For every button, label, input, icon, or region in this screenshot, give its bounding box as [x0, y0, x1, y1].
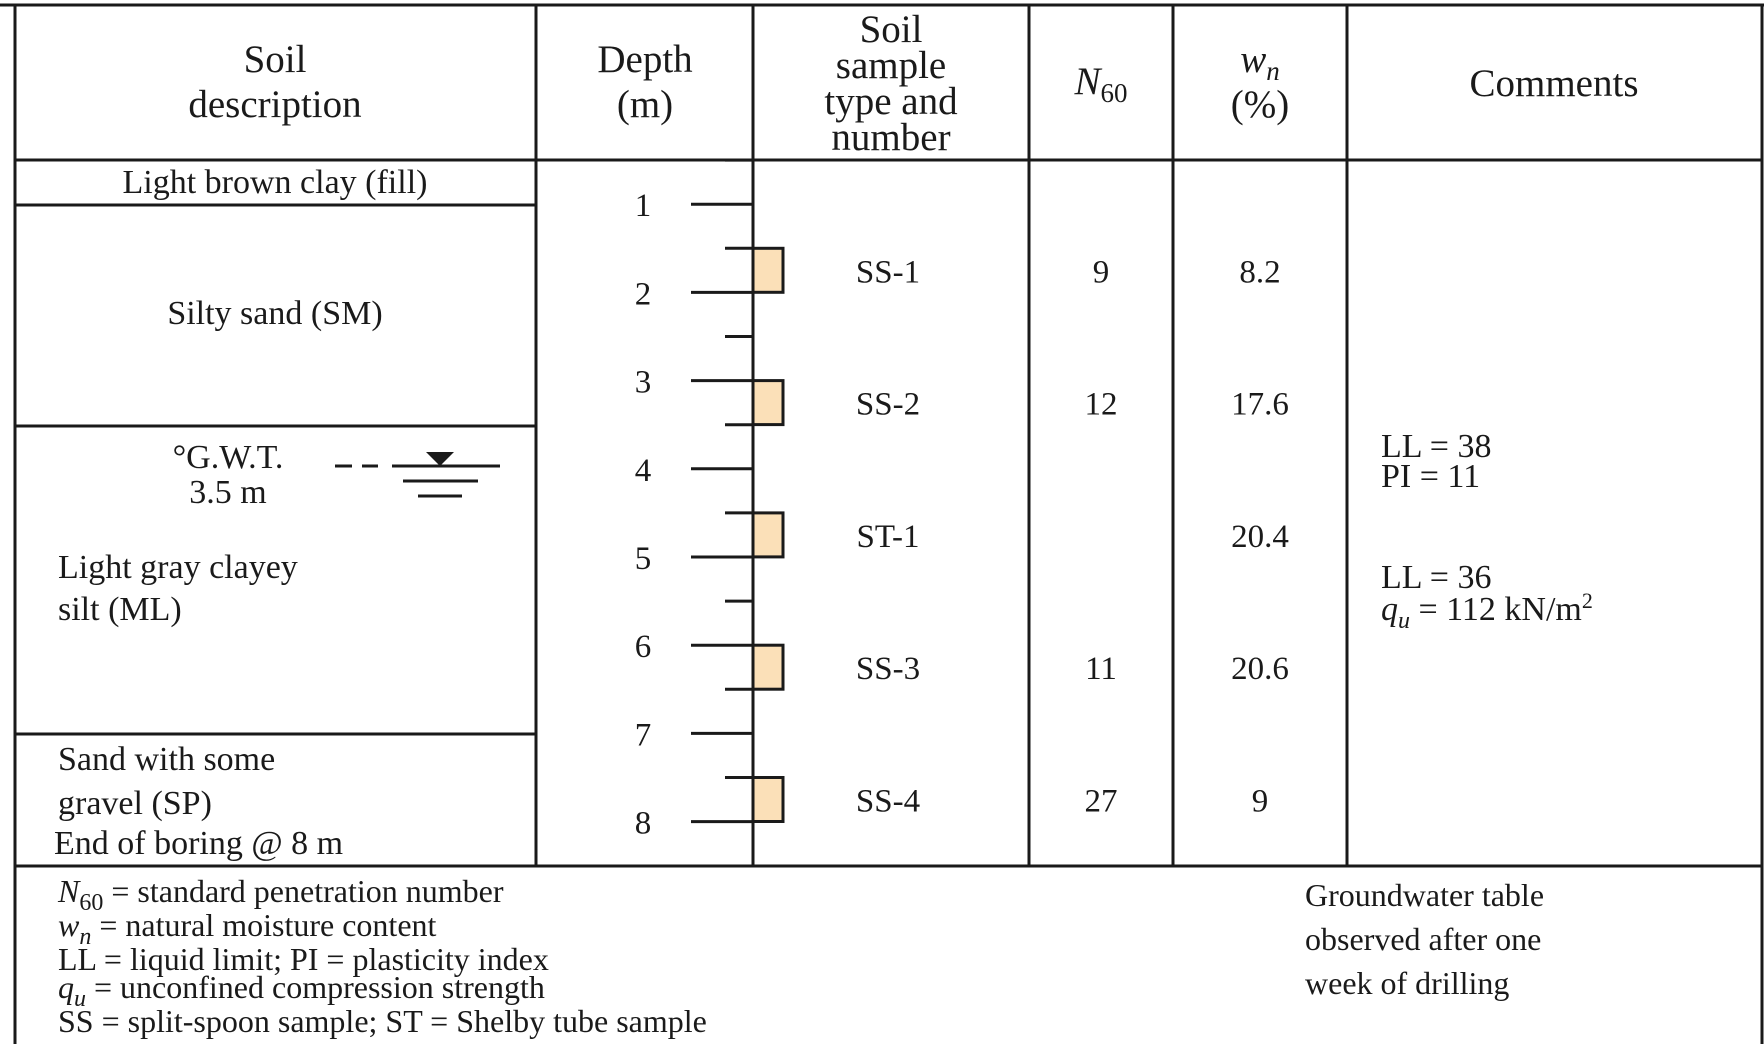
depth-tick-label: 7 — [635, 717, 652, 753]
depth-tick-label: 6 — [635, 629, 652, 665]
header-sample-3: type and — [824, 80, 958, 123]
layer-clayey-silt-label-1: Light gray clayey — [58, 549, 298, 586]
depth-tick-label: 3 — [635, 365, 652, 401]
depth-tick-label: 2 — [635, 276, 652, 312]
gwt-note-3: week of drilling — [1305, 965, 1509, 1001]
header-depth-1: Depth — [597, 38, 692, 81]
legend-wn: wn = natural moisture content — [58, 907, 437, 950]
comment-ss2-ll: LL = 38 — [1381, 428, 1491, 465]
comment-st1-qu-sup: 2 — [1582, 588, 1593, 613]
sample-box — [751, 643, 785, 691]
legend-qu-base: q — [58, 969, 74, 1005]
legend-wn-sub: n — [79, 924, 91, 950]
header-soil-description-2: description — [188, 83, 361, 126]
gwt-depth: 3.5 m — [189, 474, 266, 511]
layer-clayey-silt-label-2: silt (ML) — [58, 591, 182, 628]
legend-wn-rest: = natural moisture content — [91, 907, 436, 943]
gwt-note-1: Groundwater table — [1305, 877, 1544, 913]
header-sample-4: number — [831, 116, 950, 159]
legend-ll-pi: LL = liquid limit; PI = plasticity index — [58, 941, 549, 977]
header-sample-1: Soil — [860, 8, 923, 51]
header-comments: Comments — [1469, 62, 1638, 105]
sample-box — [751, 379, 785, 427]
gwt-label: °G.W.T. — [173, 439, 284, 476]
legend-wn-base: w — [58, 907, 80, 943]
sample-wn: 20.6 — [1231, 651, 1289, 687]
sample-id: SS-3 — [856, 651, 920, 687]
sample-rows: SS-1 9 8.2 SS-2 12 17.6 ST-1 20.4 SS-3 11 20.6 SS-4… — [751, 246, 1289, 823]
sample-wn: 20.4 — [1231, 519, 1289, 555]
depth-scale: 1 2 3 4 5 6 7 8 — [635, 158, 753, 842]
legend-qu: qu = unconfined compression strength — [58, 969, 545, 1012]
comment-st1-qu-sub: u — [1398, 608, 1410, 634]
comment-ss2-pi: PI = 11 — [1381, 458, 1480, 495]
sample-n60: 27 — [1085, 784, 1118, 820]
header-wn-sub: n — [1266, 56, 1280, 86]
header-wn: wn — [1240, 38, 1280, 86]
sample-id: SS-1 — [856, 254, 920, 290]
sample-id: SS-4 — [856, 784, 920, 820]
legend-qu-sub: u — [74, 986, 86, 1012]
groundwater-table-icon — [335, 452, 500, 498]
layer-sand-gravel-label-2: gravel (SP) — [58, 785, 212, 822]
legend-ss-st: SS = split-spoon sample; ST = Shelby tub… — [58, 1003, 707, 1039]
layer-silty-sand-label: Silty sand (SM) — [167, 295, 382, 332]
legend-qu-rest: = unconfined compression strength — [86, 969, 545, 1005]
sample-box — [751, 246, 785, 294]
sample-box — [751, 776, 785, 823]
legend-n60-sub: 60 — [79, 890, 103, 916]
gwt-note-2: observed after one — [1305, 921, 1541, 957]
header-n60: N60 — [1073, 60, 1127, 108]
sample-box — [751, 511, 785, 559]
comment-st1-qu-base: q — [1381, 591, 1398, 628]
comment-st1-qu-rest: = 112 kN/m — [1410, 591, 1582, 628]
end-of-boring-label: End of boring @ 8 m — [54, 825, 343, 862]
header-n60-sub: 60 — [1101, 78, 1128, 108]
header-wn-unit: (%) — [1231, 83, 1289, 126]
depth-tick-label: 4 — [635, 453, 652, 489]
header-n60-base: N — [1073, 60, 1102, 103]
legend-n60-rest: = standard penetration number — [103, 873, 503, 909]
depth-tick-label: 1 — [635, 188, 652, 224]
header-soil-description-1: Soil — [244, 38, 307, 81]
sample-id: SS-2 — [856, 387, 920, 423]
layer-sand-gravel-label-1: Sand with some — [58, 741, 275, 778]
header-depth-2: (m) — [617, 83, 673, 126]
sample-wn: 17.6 — [1231, 387, 1289, 423]
sample-n60: 12 — [1085, 387, 1118, 423]
comment-st1-qu: qu = 112 kN/m2 — [1381, 588, 1593, 634]
sample-n60: 11 — [1085, 651, 1117, 687]
sample-wn: 9 — [1252, 784, 1269, 820]
sample-wn: 8.2 — [1239, 254, 1280, 290]
depth-tick-label: 5 — [635, 541, 652, 577]
depth-tick-label: 8 — [635, 806, 652, 842]
header-wn-base: w — [1240, 38, 1266, 81]
layer-fill-label: Light brown clay (fill) — [123, 164, 428, 201]
sample-id: ST-1 — [857, 519, 920, 555]
legend-n60: N60 = standard penetration number — [57, 873, 504, 916]
sample-n60: 9 — [1093, 254, 1110, 290]
legend-n60-base: N — [57, 873, 81, 909]
comment-st1-ll: LL = 36 — [1381, 559, 1491, 596]
header-sample-2: sample — [836, 44, 946, 87]
